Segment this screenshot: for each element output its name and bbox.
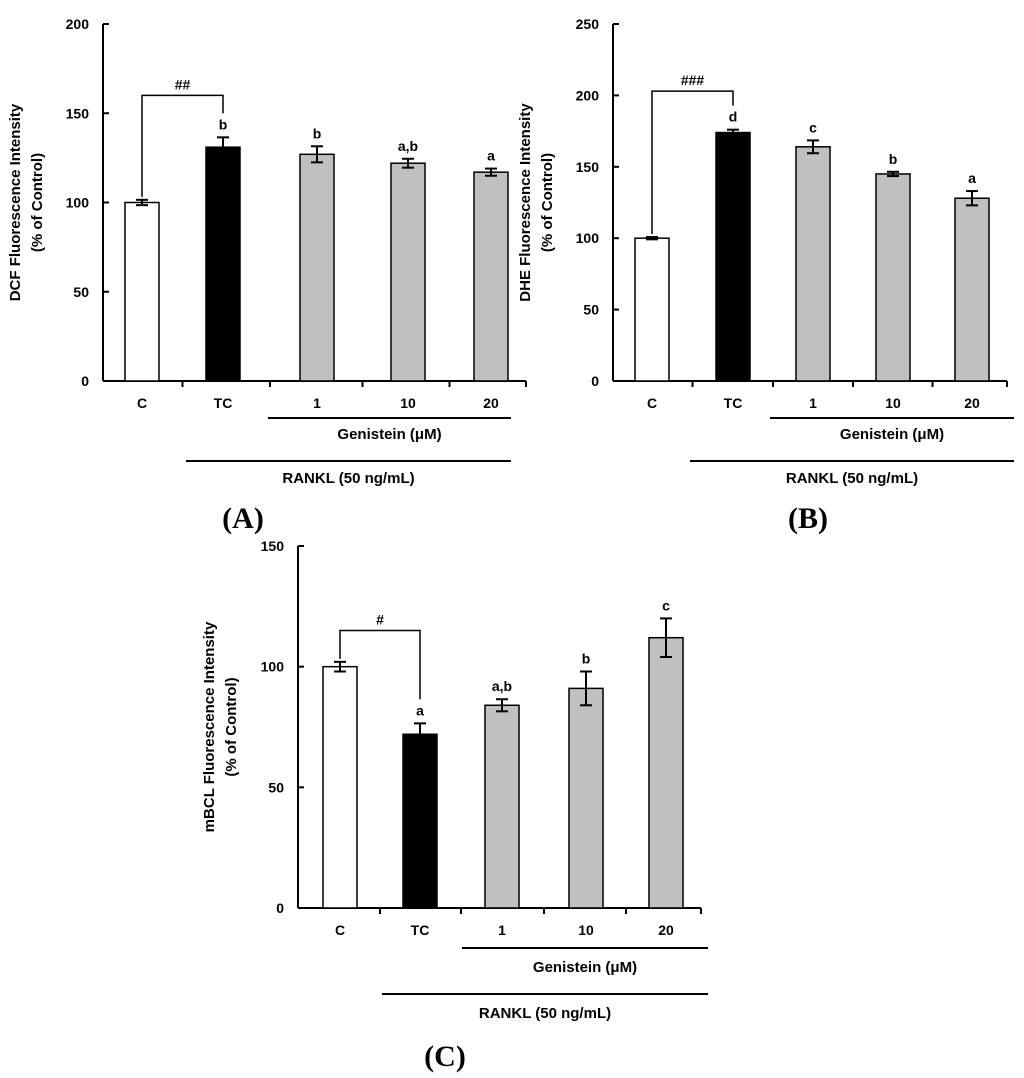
x-tick-label: 10 xyxy=(400,395,416,411)
x-tick-label: TC xyxy=(411,922,430,938)
x-tick-label: C xyxy=(647,395,657,411)
y-tick-label: 0 xyxy=(591,373,599,389)
rankl-label: RANKL (50 ng/mL) xyxy=(282,470,414,487)
y-tick-label: 50 xyxy=(583,302,599,318)
y-tick-label: 100 xyxy=(66,195,90,211)
significance-letter: d xyxy=(729,109,738,125)
x-tick-label: 10 xyxy=(578,922,594,938)
significance-letter: b xyxy=(889,151,898,167)
significance-mark: # xyxy=(376,611,384,627)
y-tick-label: 150 xyxy=(66,105,90,121)
significance-letter: c xyxy=(662,597,670,613)
bar-C xyxy=(322,665,358,909)
bar-C xyxy=(634,237,670,382)
bar-1 xyxy=(299,153,335,382)
bar-TC xyxy=(715,131,751,382)
y-axis-title: mBCL Fluorescence Intensity xyxy=(201,621,218,832)
significance-letter: a xyxy=(968,170,976,186)
y-axis-title: DHE Fluorescence Intensity xyxy=(517,103,534,302)
panel-label-C: (C) xyxy=(424,1040,466,1073)
y-tick-label: 200 xyxy=(66,16,90,32)
significance-mark: ## xyxy=(175,76,191,92)
significance-letter: b xyxy=(219,116,228,132)
chart-panel-C: 0 50 100 150 Ca TC a,b 1 b 10 c 20 # mBCL Fluorescenc… xyxy=(201,538,708,1073)
y-axis-subtitle: (% of Control) xyxy=(29,153,46,252)
genistein-label: Genistein (μM) xyxy=(840,426,944,443)
bar-1 xyxy=(484,704,520,909)
x-tick-label: 10 xyxy=(885,395,901,411)
y-axis-subtitle: (% of Control) xyxy=(539,153,556,252)
significance-bracket xyxy=(141,94,224,197)
rankl-label: RANKL (50 ng/mL) xyxy=(786,470,918,487)
x-tick-label: 20 xyxy=(658,922,674,938)
chart-panel-A: 0 50 100 150 200 Cb TC b 1 a,b 10 a 20 ## DCF Fluoresc… xyxy=(7,16,527,535)
significance-letter: a,b xyxy=(398,138,418,154)
x-tick-label: 1 xyxy=(313,395,321,411)
y-tick-label: 150 xyxy=(261,538,285,554)
significance-letter: c xyxy=(809,119,817,135)
bar-TC xyxy=(402,733,438,909)
x-tick-label: 20 xyxy=(483,395,499,411)
chart-panel-B: 0 50 100 150 200 250 Cd TC c 1 b 10 a 20 ### DHE Fluore… xyxy=(517,16,1014,535)
genistein-label: Genistein (μM) xyxy=(533,959,637,976)
bar-20 xyxy=(954,197,990,382)
panel-label-A: (A) xyxy=(222,502,264,535)
x-tick-label: TC xyxy=(724,395,743,411)
y-axis-subtitle: (% of Control) xyxy=(223,677,240,776)
y-tick-label: 50 xyxy=(73,284,89,300)
significance-letter: a,b xyxy=(492,678,512,694)
y-tick-label: 0 xyxy=(81,373,89,389)
x-tick-label: C xyxy=(137,395,147,411)
significance-letter: a xyxy=(416,702,424,718)
bar-10 xyxy=(390,162,426,382)
bar-1 xyxy=(795,146,831,382)
panel-label-B: (B) xyxy=(788,502,828,535)
significance-letter: b xyxy=(313,125,322,141)
x-tick-label: 20 xyxy=(964,395,980,411)
bar-20 xyxy=(473,171,509,382)
significance-letter: a xyxy=(487,148,495,164)
x-tick-label: C xyxy=(335,922,345,938)
y-tick-label: 50 xyxy=(268,779,284,795)
significance-letter: b xyxy=(582,650,591,666)
x-tick-label: 1 xyxy=(498,922,506,938)
bar-TC xyxy=(205,146,241,382)
significance-bracket xyxy=(339,629,421,700)
x-tick-label: TC xyxy=(214,395,233,411)
bar-C xyxy=(124,201,160,382)
y-tick-label: 250 xyxy=(576,16,600,32)
x-tick-label: 1 xyxy=(809,395,817,411)
y-tick-label: 150 xyxy=(576,159,600,175)
rankl-label: RANKL (50 ng/mL) xyxy=(479,1005,611,1022)
y-tick-label: 100 xyxy=(576,230,600,246)
y-tick-label: 200 xyxy=(576,87,600,103)
bar-10 xyxy=(568,687,604,909)
genistein-label: Genistein (μM) xyxy=(337,426,441,443)
bar-20 xyxy=(648,636,684,909)
y-axis-title: DCF Fluorescence Intensity xyxy=(7,103,24,301)
significance-mark: ### xyxy=(681,72,705,88)
y-tick-label: 0 xyxy=(276,900,284,916)
y-tick-label: 100 xyxy=(261,659,285,675)
significance-bracket xyxy=(651,90,734,235)
bar-10 xyxy=(875,173,911,382)
